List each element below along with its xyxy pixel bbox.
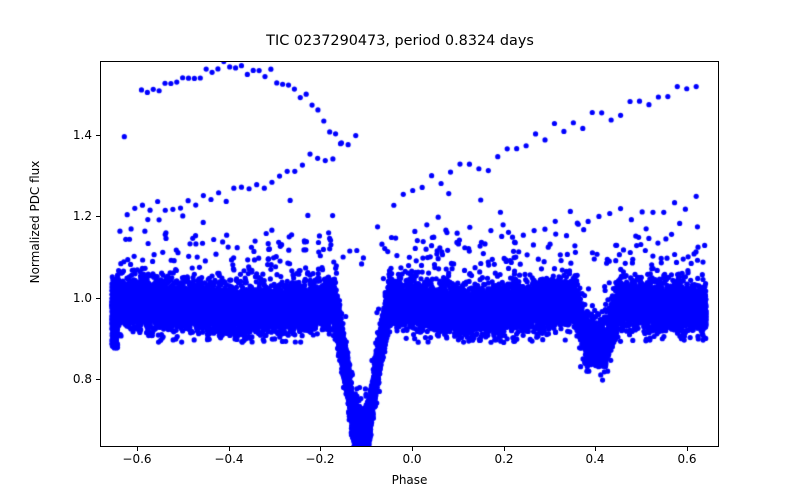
x-ticklabel-5: 0.4 [585, 452, 605, 466]
y-ticklabel-1: 1.0 [72, 291, 92, 305]
plot-axes [100, 61, 719, 447]
y-tick-2 [96, 216, 100, 217]
y-tick-0 [96, 379, 100, 380]
x-ticklabel-1: −0.4 [214, 452, 244, 466]
y-tick-3 [96, 135, 100, 136]
x-tick-1 [229, 447, 230, 451]
x-tick-5 [595, 447, 596, 451]
x-ticklabel-3: 0.0 [402, 452, 422, 466]
x-tick-3 [412, 447, 413, 451]
x-tick-6 [687, 447, 688, 451]
x-axis-label: Phase [391, 473, 428, 487]
y-ticklabel-0: 0.8 [72, 372, 92, 386]
y-tick-1 [96, 298, 100, 299]
x-tick-4 [504, 447, 505, 451]
page-title: TIC 0237290473, period 0.8324 days [266, 33, 534, 49]
x-ticklabel-2: −0.2 [305, 452, 335, 466]
x-ticklabel-6: 0.6 [677, 452, 697, 466]
x-tick-2 [320, 447, 321, 451]
x-ticklabel-0: −0.6 [122, 452, 152, 466]
y-ticklabel-2: 1.2 [72, 209, 92, 223]
y-axis-label: Normalized PDC flux [28, 160, 42, 284]
x-ticklabel-4: 0.2 [494, 452, 514, 466]
scatter-plot-canvas [101, 62, 718, 446]
x-tick-0 [137, 447, 138, 451]
y-ticklabel-3: 1.4 [72, 128, 92, 142]
